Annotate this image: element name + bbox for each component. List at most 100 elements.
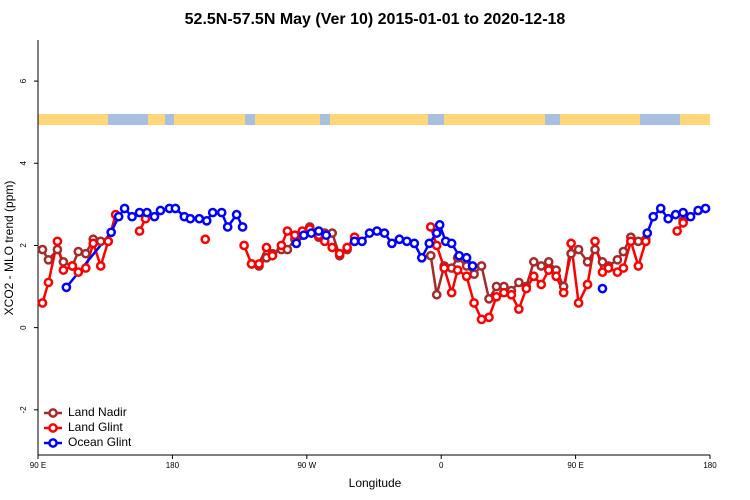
data-point xyxy=(431,240,442,251)
data-point xyxy=(640,236,651,247)
data-point xyxy=(642,228,653,238)
data-point xyxy=(425,250,436,261)
data-point xyxy=(372,226,382,236)
data-point xyxy=(648,211,659,222)
data-point xyxy=(461,252,472,263)
data-point xyxy=(528,257,539,267)
data-point xyxy=(685,211,696,222)
data-point xyxy=(439,263,450,273)
ocean-band xyxy=(545,114,560,125)
data-point xyxy=(491,291,502,302)
data-point xyxy=(321,230,332,241)
data-point xyxy=(424,238,435,249)
legend-label: Land Glint xyxy=(68,420,123,434)
data-point xyxy=(543,257,554,267)
data-point xyxy=(678,207,688,218)
y-tick-label: 6 xyxy=(19,78,28,83)
data-point xyxy=(149,211,160,222)
ocean-band xyxy=(108,114,148,125)
data-point xyxy=(618,246,629,257)
data-point xyxy=(476,314,487,325)
x-tick-label: 90 E xyxy=(30,461,46,470)
data-point xyxy=(276,240,287,251)
data-point xyxy=(73,267,84,278)
data-point xyxy=(291,238,302,249)
data-point xyxy=(506,289,517,300)
data-point xyxy=(582,257,593,267)
data-point xyxy=(127,211,137,222)
data-point xyxy=(573,298,584,308)
data-point xyxy=(484,294,494,304)
data-point xyxy=(194,213,205,224)
x-tick-label: 0 xyxy=(439,461,444,470)
data-point xyxy=(409,238,420,249)
legend-swatch xyxy=(48,438,58,448)
x-tick-label: 180 xyxy=(703,461,717,470)
land-band xyxy=(38,114,710,125)
data-point xyxy=(103,236,114,247)
data-point xyxy=(543,265,554,275)
data-point xyxy=(134,207,145,218)
data-point xyxy=(342,242,352,253)
data-point xyxy=(672,226,682,236)
data-point xyxy=(425,222,436,232)
data-point xyxy=(207,207,218,218)
y-tick-label: -2 xyxy=(19,406,28,414)
land-mask-strip xyxy=(38,114,710,125)
data-point xyxy=(528,271,539,282)
data-point xyxy=(58,265,69,275)
data-point xyxy=(582,279,593,290)
data-point xyxy=(514,304,524,314)
legend-label: Land Nadir xyxy=(68,405,127,419)
data-point xyxy=(246,259,257,269)
data-point xyxy=(573,244,584,255)
data-point xyxy=(95,261,106,271)
data-point xyxy=(313,226,324,236)
data-point xyxy=(590,236,600,247)
data-point xyxy=(88,238,99,249)
data-point xyxy=(357,236,367,247)
data-point xyxy=(142,207,152,218)
data-point xyxy=(155,205,166,216)
x-tick-label: 90 W xyxy=(297,461,316,470)
data-point xyxy=(590,244,600,255)
data-point xyxy=(566,248,576,259)
data-point xyxy=(678,217,688,228)
ocean-band xyxy=(245,114,255,125)
x-axis-label: Longitude xyxy=(349,476,402,490)
ocean-band xyxy=(165,114,174,125)
data-point xyxy=(364,228,375,238)
data-point xyxy=(58,257,69,267)
data-point xyxy=(349,236,360,247)
data-point xyxy=(655,203,666,214)
data-point xyxy=(402,236,412,247)
data-point xyxy=(700,203,711,214)
data-point xyxy=(469,269,479,280)
data-point xyxy=(80,248,91,259)
data-point xyxy=(222,222,233,232)
data-point xyxy=(119,203,130,214)
data-point xyxy=(603,263,614,273)
data-point xyxy=(290,230,300,241)
data-point xyxy=(134,226,145,236)
data-point xyxy=(113,211,124,222)
y-axis-label: XCO2 - MLO trend (ppm) xyxy=(2,181,16,316)
x-tick-label: 180 xyxy=(166,461,180,470)
data-point xyxy=(469,298,479,308)
data-point xyxy=(37,298,48,308)
data-point xyxy=(254,259,264,269)
data-point xyxy=(170,203,181,214)
data-point xyxy=(452,265,463,275)
data-point xyxy=(558,287,569,298)
data-point xyxy=(618,263,629,273)
data-point xyxy=(387,238,397,249)
data-point xyxy=(327,242,338,253)
chart-title: 52.5N-57.5N May (Ver 10) 2015-01-01 to 2… xyxy=(185,11,566,28)
legend-swatch xyxy=(48,423,58,433)
data-point xyxy=(379,228,390,238)
ocean-band xyxy=(428,114,444,125)
data-point xyxy=(476,261,487,271)
data-point xyxy=(566,238,576,249)
data-point xyxy=(334,248,345,259)
data-point xyxy=(306,228,317,238)
